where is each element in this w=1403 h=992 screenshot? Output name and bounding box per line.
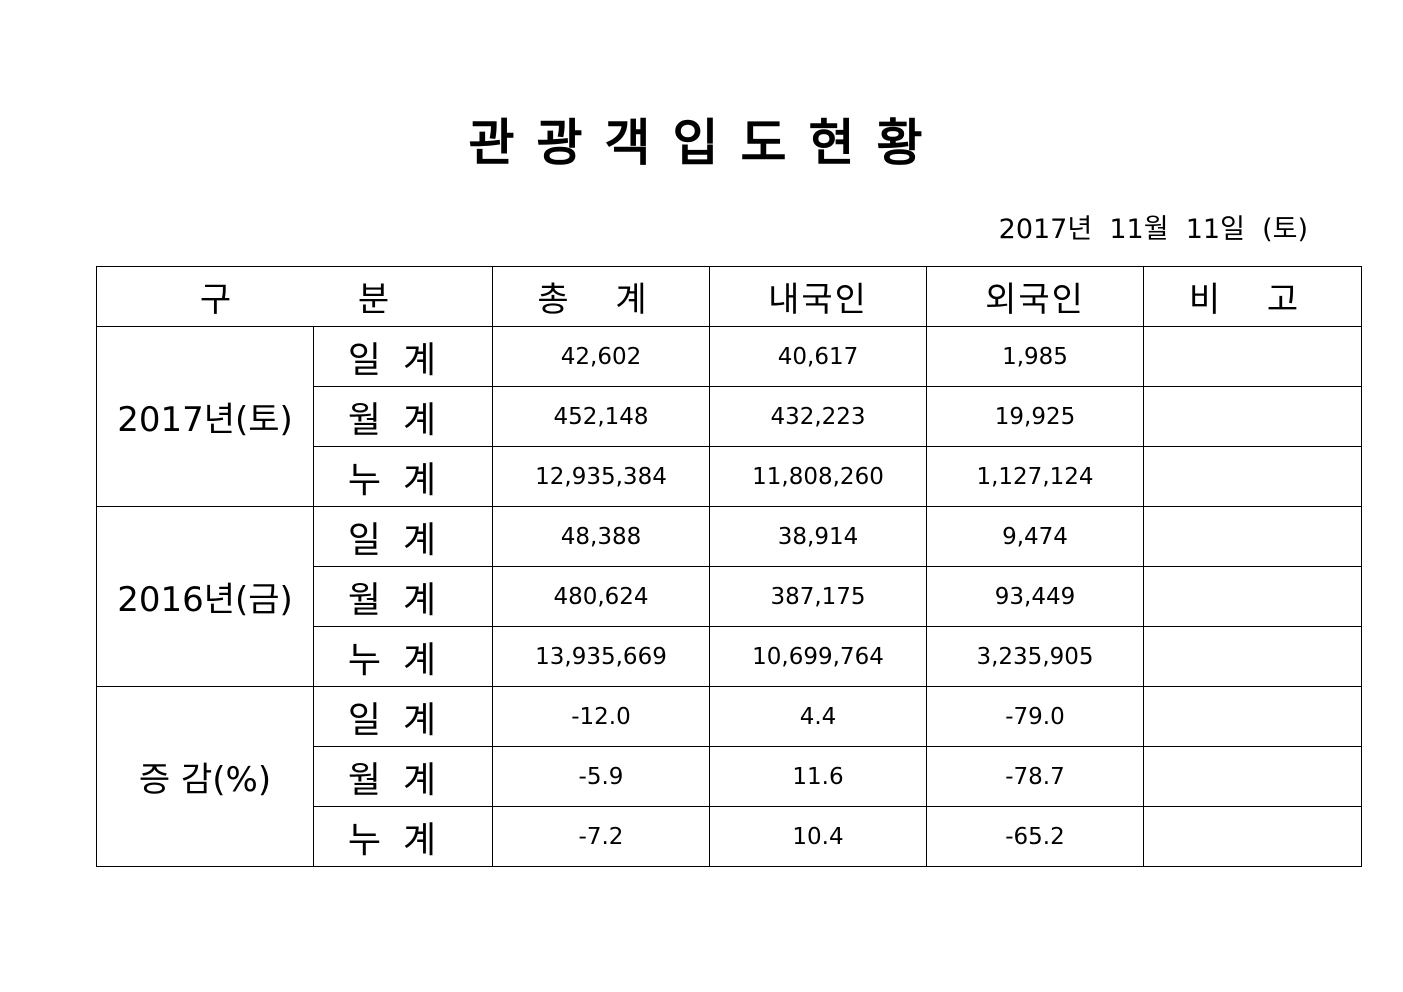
row-label: 일계 xyxy=(313,686,493,747)
report-date: 2017년 11월 11일 (토) xyxy=(998,214,1308,245)
header-total: 총 계 xyxy=(492,266,710,327)
cell-note xyxy=(1143,566,1362,627)
table-row: 누계 13,935,669 10,699,764 3,235,905 xyxy=(97,626,1362,687)
cell-total: -12.0 xyxy=(492,686,710,747)
cell-domestic: 10,699,764 xyxy=(709,626,927,687)
header-foreign: 외국인 xyxy=(926,266,1144,327)
row-label: 월계 xyxy=(313,566,493,627)
cell-foreign: 3,235,905 xyxy=(926,626,1144,687)
cell-domestic: 10.4 xyxy=(709,806,927,867)
cell-domestic: 11,808,260 xyxy=(709,446,927,507)
row-label: 누계 xyxy=(313,806,493,867)
cell-foreign: -79.0 xyxy=(926,686,1144,747)
table-row: 누계 -7.2 10.4 -65.2 xyxy=(97,806,1362,867)
cell-total: -7.2 xyxy=(492,806,710,867)
table-row: 증 감(%) 일계 -12.0 4.4 -79.0 xyxy=(96,686,1362,867)
cell-total: 13,935,669 xyxy=(492,626,710,687)
cell-foreign: -78.7 xyxy=(926,746,1144,807)
cell-note xyxy=(1143,806,1362,867)
row-label: 월계 xyxy=(313,386,493,447)
header-category: 구 분 xyxy=(96,266,493,327)
table-row: 2017년(토) 일계 42,602 40,617 1,985 xyxy=(96,326,1362,507)
cell-note xyxy=(1143,326,1362,387)
page-title: 관광객입도현황 xyxy=(468,114,945,172)
group-label: 증 감(%) xyxy=(96,686,314,867)
cell-total: -5.9 xyxy=(492,746,710,807)
cell-domestic: 387,175 xyxy=(709,566,927,627)
cell-foreign: 1,127,124 xyxy=(926,446,1144,507)
header-note: 비 고 xyxy=(1143,266,1362,327)
header-domestic: 내국인 xyxy=(709,266,927,327)
table-row: 월계 -5.9 11.6 -78.7 xyxy=(97,746,1362,807)
cell-note xyxy=(1143,386,1362,447)
cell-domestic: 40,617 xyxy=(709,326,927,387)
cell-total: 480,624 xyxy=(492,566,710,627)
cell-total: 12,935,384 xyxy=(492,446,710,507)
cell-total: 42,602 xyxy=(492,326,710,387)
row-label: 누계 xyxy=(313,446,493,507)
cell-total: 48,388 xyxy=(492,506,710,567)
cell-note xyxy=(1143,506,1362,567)
cell-foreign: 9,474 xyxy=(926,506,1144,567)
table-row: 월계 480,624 387,175 93,449 xyxy=(97,566,1362,627)
row-label: 누계 xyxy=(313,626,493,687)
table-row: 2016년(금) 일계 48,388 38,914 9,474 xyxy=(96,506,1362,687)
cell-note xyxy=(1143,686,1362,747)
cell-note xyxy=(1143,626,1362,687)
table-row: 누계 12,935,384 11,808,260 1,127,124 xyxy=(97,446,1362,507)
cell-note xyxy=(1143,446,1362,507)
cell-domestic: 38,914 xyxy=(709,506,927,567)
group-label: 2016년(금) xyxy=(96,506,314,687)
row-label: 일계 xyxy=(313,326,493,387)
cell-foreign: 93,449 xyxy=(926,566,1144,627)
cell-domestic: 432,223 xyxy=(709,386,927,447)
cell-foreign: 1,985 xyxy=(926,326,1144,387)
cell-foreign: 19,925 xyxy=(926,386,1144,447)
row-label: 일계 xyxy=(313,506,493,567)
table-header-row: 구 분 총 계 내국인 외국인 비 고 xyxy=(96,266,1362,327)
cell-foreign: -65.2 xyxy=(926,806,1144,867)
group-label: 2017년(토) xyxy=(96,326,314,507)
tourist-arrivals-table: 구 분 총 계 내국인 외국인 비 고 2017년(토) 일계 42,602 4… xyxy=(96,266,1362,867)
cell-total: 452,148 xyxy=(492,386,710,447)
row-label: 월계 xyxy=(313,746,493,807)
cell-domestic: 11.6 xyxy=(709,746,927,807)
cell-domestic: 4.4 xyxy=(709,686,927,747)
cell-note xyxy=(1143,746,1362,807)
